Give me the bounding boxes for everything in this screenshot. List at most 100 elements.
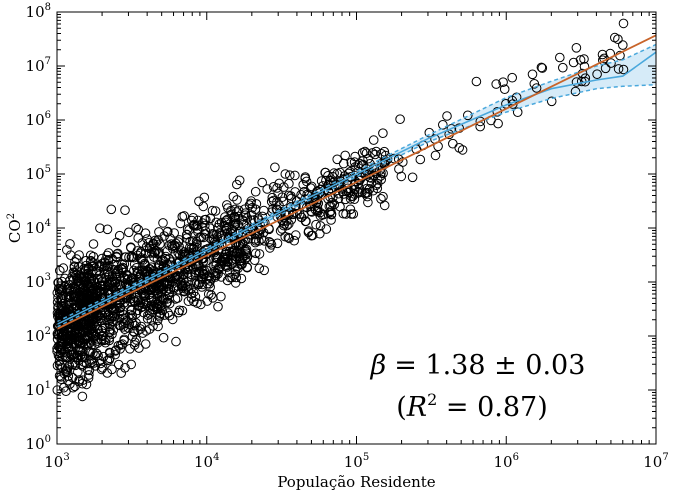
confidence-band	[57, 44, 656, 327]
data-point	[179, 211, 189, 221]
data-point	[189, 219, 199, 230]
x-tick-label-base: 10	[344, 453, 363, 471]
data-point	[67, 271, 77, 282]
data-point	[78, 294, 89, 304]
data-point	[463, 110, 473, 121]
data-point	[73, 350, 83, 360]
data-point	[191, 221, 202, 231]
data-point	[109, 311, 120, 322]
data-point	[103, 248, 114, 258]
data-point	[211, 217, 221, 228]
data-point	[138, 307, 149, 318]
data-point	[213, 269, 223, 279]
data-point	[102, 224, 113, 235]
data-point	[457, 145, 468, 155]
data-point	[133, 233, 143, 243]
data-point	[527, 69, 538, 80]
data-point	[613, 64, 624, 74]
data-point	[83, 268, 94, 279]
data-point	[135, 248, 146, 259]
data-point	[256, 234, 267, 244]
data-point	[152, 315, 163, 326]
data-point	[286, 191, 296, 201]
x-tick-label-base: 10	[643, 453, 662, 471]
data-point	[555, 52, 565, 63]
data-point	[227, 255, 238, 265]
data-point	[241, 250, 251, 260]
data-point	[102, 368, 113, 378]
data-point	[124, 227, 134, 238]
y-tick-label-base: 10	[26, 3, 45, 21]
data-point	[579, 54, 589, 64]
data-point	[338, 208, 349, 219]
r-squared-open-paren: (	[396, 392, 407, 423]
data-point	[74, 276, 84, 287]
data-point	[101, 335, 111, 345]
data-point	[120, 205, 130, 215]
data-point	[290, 170, 300, 181]
beta-value: = 1.38 ± 0.03	[394, 350, 585, 381]
data-point	[379, 200, 390, 211]
data-point	[529, 79, 540, 89]
data-point	[95, 270, 105, 280]
data-point	[96, 287, 107, 297]
r-squared-symbol: R	[406, 392, 427, 423]
y-axis-label-base: CO	[6, 219, 24, 243]
data-point	[371, 168, 381, 178]
data-point	[438, 120, 448, 130]
data-point	[199, 192, 210, 203]
data-point	[355, 158, 365, 169]
x-tick-label: 104	[194, 452, 219, 471]
data-point	[159, 310, 170, 320]
y-axis-label-superscript: 2	[6, 213, 17, 219]
data-point	[340, 150, 351, 161]
data-point	[57, 337, 68, 348]
data-point	[119, 334, 129, 345]
data-point	[232, 195, 242, 205]
data-point	[570, 86, 581, 97]
data-point	[123, 271, 133, 282]
data-point	[126, 359, 136, 370]
data-point	[448, 138, 458, 149]
data-point	[119, 259, 130, 269]
data-point	[265, 238, 276, 248]
data-point	[138, 282, 149, 292]
data-point	[64, 280, 74, 290]
data-point	[68, 339, 78, 349]
data-point	[152, 254, 163, 265]
data-point	[70, 257, 80, 267]
data-point	[64, 361, 75, 371]
data-point	[325, 207, 335, 218]
data-point	[153, 248, 164, 258]
data-point	[199, 269, 209, 280]
data-point	[215, 261, 225, 272]
data-point	[96, 315, 106, 326]
data-point	[326, 209, 337, 219]
data-point	[82, 365, 93, 375]
data-point	[312, 197, 322, 207]
data-point	[250, 204, 261, 214]
data-point	[129, 340, 140, 350]
data-point	[93, 350, 103, 361]
data-point	[592, 69, 602, 79]
data-point	[618, 64, 629, 75]
y-tick-label-exponent: 3	[45, 272, 51, 283]
y-tick-label: 103	[26, 272, 51, 291]
data-point	[106, 298, 117, 309]
data-point	[89, 296, 99, 306]
y-tick-label-exponent: 1	[45, 380, 51, 391]
data-point	[568, 57, 579, 68]
data-point	[221, 215, 231, 226]
data-point	[446, 124, 457, 134]
data-point	[153, 304, 163, 314]
data-point	[230, 214, 241, 225]
data-point	[536, 62, 547, 73]
data-point	[192, 220, 203, 230]
data-point	[257, 177, 268, 188]
data-point	[201, 214, 211, 225]
data-point	[162, 227, 173, 237]
x-tick-label: 106	[494, 452, 519, 471]
data-point	[108, 316, 118, 327]
data-point	[54, 371, 65, 381]
data-point	[618, 40, 628, 50]
